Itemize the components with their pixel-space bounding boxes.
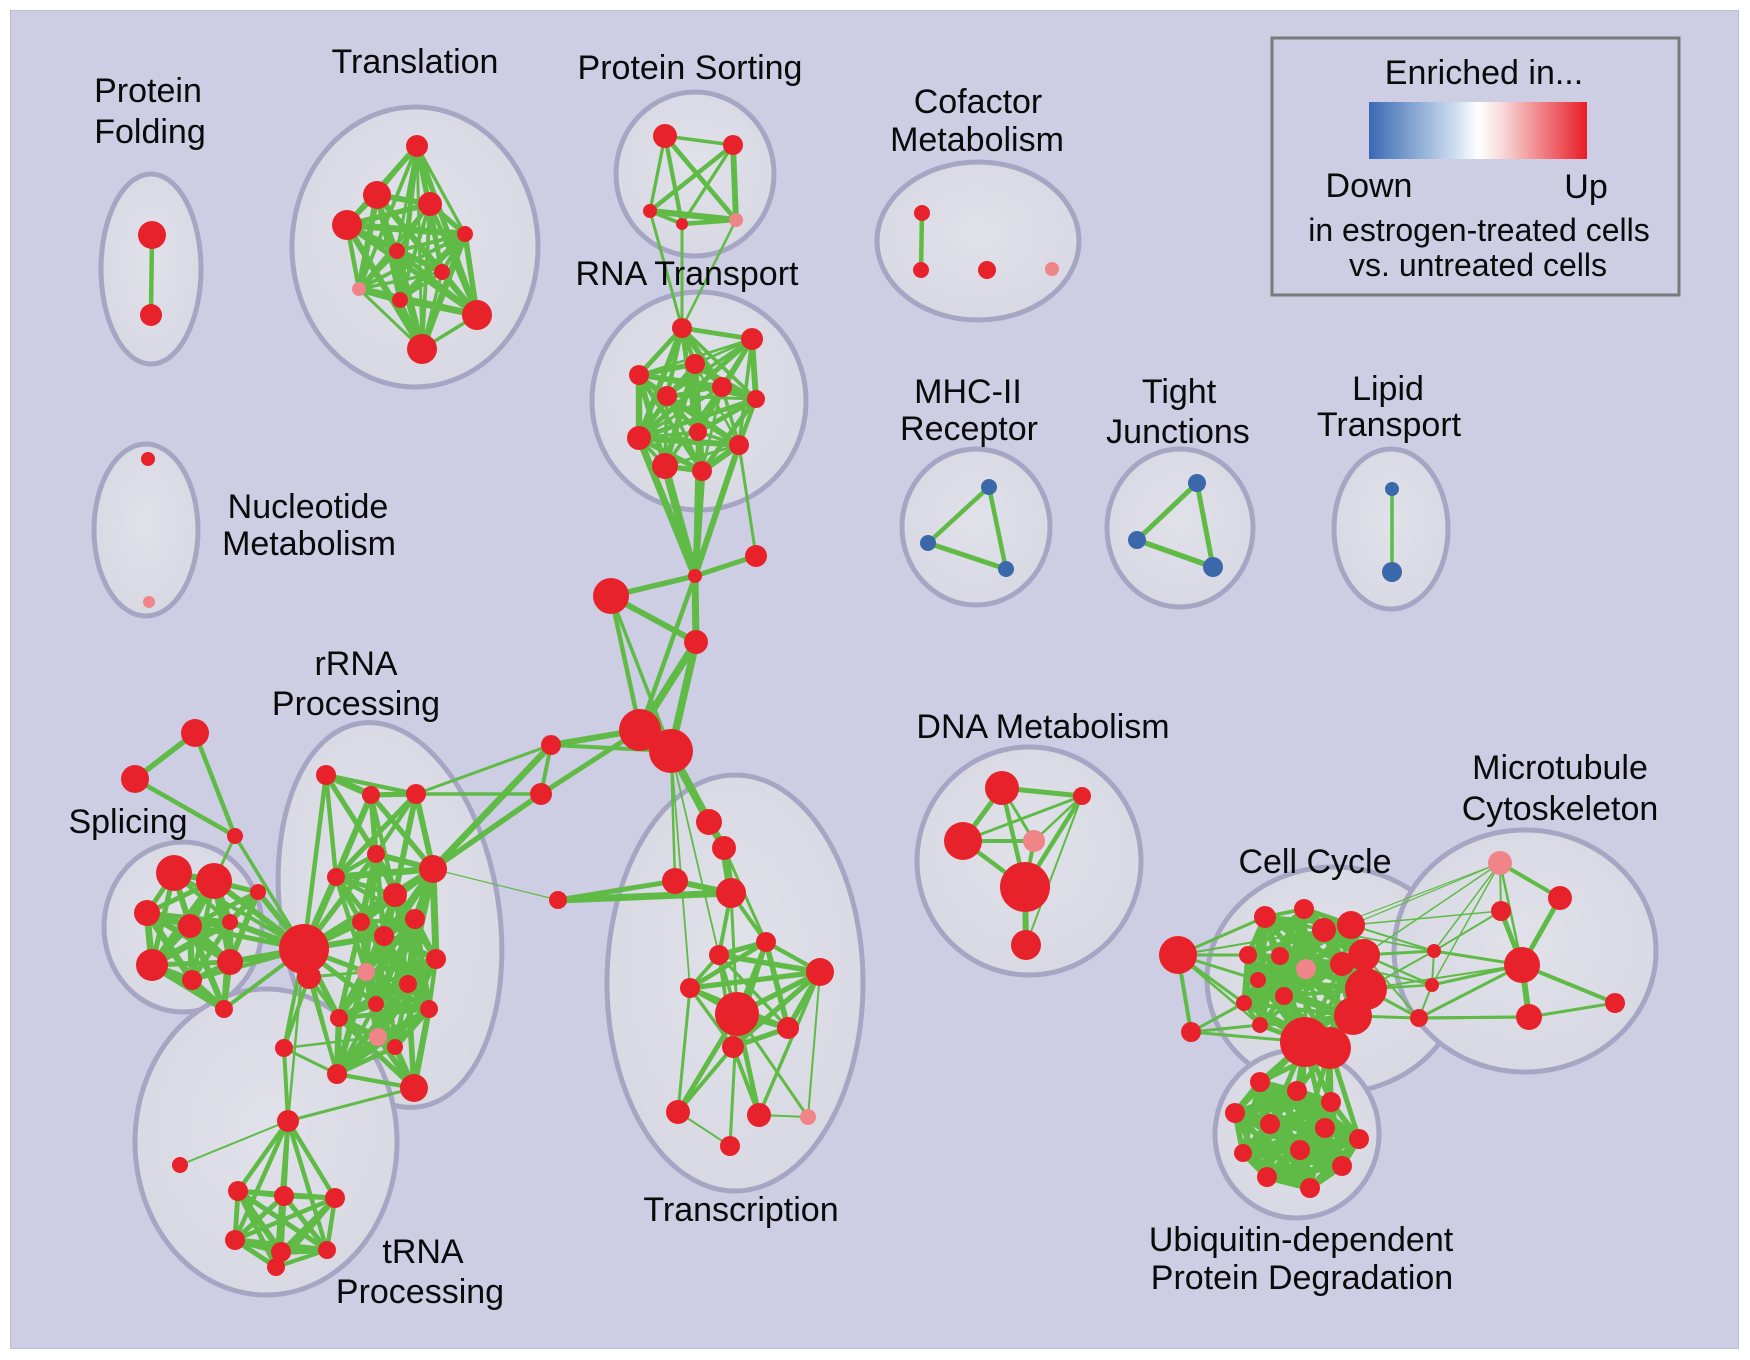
svg-text:rRNA: rRNA [314,645,397,683]
svg-text:Enriched in...: Enriched in... [1385,54,1583,92]
svg-text:Nucleotide: Nucleotide [228,488,389,526]
svg-text:Processing: Processing [272,685,440,723]
svg-text:Cytoskeleton: Cytoskeleton [1462,790,1659,828]
svg-text:Translation: Translation [332,43,499,81]
svg-text:DNA Metabolism: DNA Metabolism [916,708,1169,746]
svg-text:RNA Transport: RNA Transport [576,255,800,293]
svg-text:Splicing: Splicing [68,803,187,841]
svg-text:Lipid: Lipid [1352,370,1424,408]
svg-text:Metabolism: Metabolism [222,525,396,563]
svg-text:Ubiquitin-dependent: Ubiquitin-dependent [1149,1221,1454,1259]
svg-text:Transcription: Transcription [643,1191,838,1229]
svg-text:Folding: Folding [94,113,206,151]
svg-text:vs. untreated cells: vs. untreated cells [1349,247,1607,283]
svg-text:tRNA: tRNA [382,1233,464,1271]
svg-text:MHC-II: MHC-II [914,373,1022,411]
svg-text:Processing: Processing [336,1273,504,1311]
svg-text:Cell Cycle: Cell Cycle [1238,843,1391,881]
svg-text:Protein: Protein [94,72,202,110]
svg-text:Tight: Tight [1142,373,1217,411]
svg-text:Up: Up [1564,168,1607,206]
svg-text:Metabolism: Metabolism [890,121,1064,159]
svg-text:in estrogen-treated cells: in estrogen-treated cells [1308,212,1650,248]
svg-text:Protein Degradation: Protein Degradation [1151,1259,1453,1297]
svg-text:Cofactor: Cofactor [914,83,1043,121]
svg-text:Transport: Transport [1317,406,1462,444]
svg-text:Receptor: Receptor [900,410,1038,448]
svg-text:Protein Sorting: Protein Sorting [578,49,803,87]
svg-text:Junctions: Junctions [1106,413,1250,451]
svg-text:Microtubule: Microtubule [1472,749,1648,787]
svg-text:Down: Down [1326,167,1413,205]
